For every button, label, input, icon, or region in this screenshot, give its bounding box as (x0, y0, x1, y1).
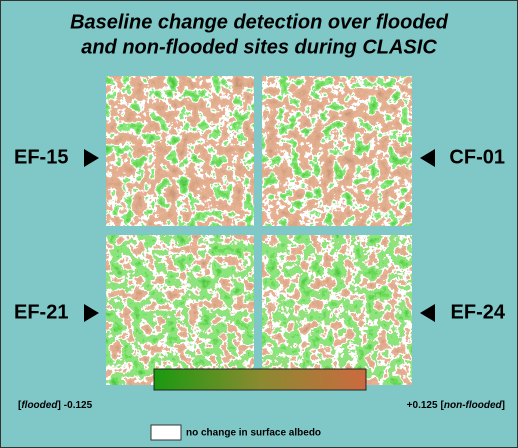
site-image (262, 235, 412, 385)
term: flooded (21, 400, 58, 411)
site-image (106, 76, 254, 226)
site-image (262, 76, 412, 226)
title-line: Baseline change detection over flooded (70, 11, 449, 33)
title-line: and non-flooded sites during CLASIC (81, 36, 437, 58)
value: +0.125 (407, 400, 438, 411)
colorbar-max-label: +0.125[non-flooded] (407, 400, 505, 411)
bracket: ] (57, 400, 60, 411)
site-image (106, 235, 254, 385)
site-label: CF-01 (449, 146, 505, 168)
site-label: EF-15 (14, 146, 68, 168)
legend-swatch (151, 425, 181, 440)
value: -0.125 (64, 400, 93, 411)
term: non-flooded (444, 400, 503, 411)
site-label: EF-21 (14, 301, 68, 323)
legend-label: no change in surface albedo (186, 428, 321, 439)
colorbar (154, 369, 366, 390)
bracket: ] (502, 400, 505, 411)
colorbar-min-label: [flooded]-0.125 (18, 400, 93, 411)
figure: Baseline change detection over flooded a… (0, 0, 518, 448)
site-label: EF-24 (451, 301, 506, 323)
